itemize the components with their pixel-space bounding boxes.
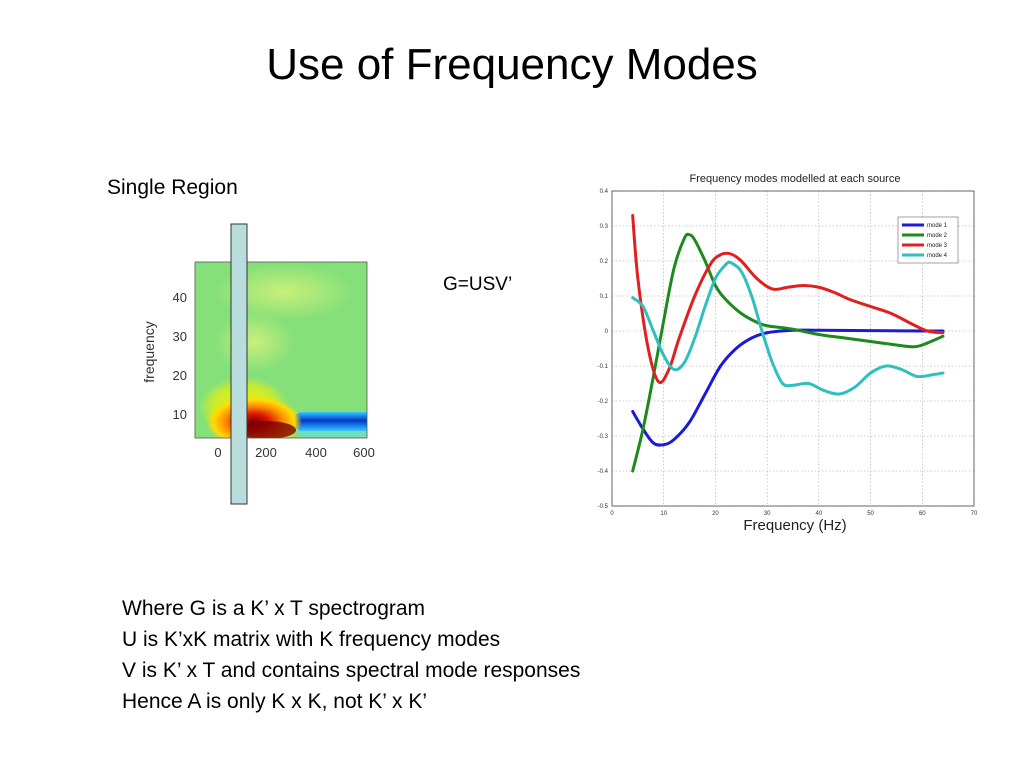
single-region-label: Single Region [107,176,238,199]
x-tick-label: 0 [610,511,614,517]
single-region-bar [230,223,248,505]
note-line: V is K’ x T and contains spectral mode r… [122,659,581,682]
legend-label: mode 1 [927,223,948,229]
spectrogram-figure: 40 30 20 10 0 200 400 600 frequency [134,222,384,507]
spectrogram-ytick: 10 [173,407,187,422]
series-line-mode-1 [631,328,945,447]
legend-label: mode 4 [927,253,948,259]
x-tick-label: 20 [712,511,719,517]
series-line-mode-4 [631,260,945,396]
chart-series [631,214,945,473]
y-tick-label: 0.4 [600,189,609,195]
note-line: U is K’xK matrix with K frequency modes [122,628,501,651]
notes-block: Where G is a K’ x T spectrogram U is K’x… [122,593,580,717]
chart-title: Frequency modes modelled at each source [690,173,901,185]
chart-y-ticks: 0.4 0.3 0.2 0.1 0 -0.1 -0.2 -0.3 -0.4 -0.5 [598,189,609,510]
spectrogram-frame [194,261,368,439]
y-tick-label: -0.5 [598,504,609,510]
spectrogram-ytick: 20 [173,368,187,383]
slide-title: Use of Frequency Modes [266,40,758,89]
svd-equation: G=USV’ [443,274,513,295]
y-tick-label: 0.1 [600,294,609,300]
spectrogram-xtick: 0 [214,445,221,460]
chart-legend: mode 1 mode 2 mode 3 mode 4 [897,216,959,264]
x-tick-label: 60 [919,511,926,517]
spectrogram-xtick: 400 [305,445,327,460]
y-tick-label: 0.2 [600,259,609,265]
y-tick-label: -0.3 [598,434,609,440]
spectrogram-ylabel: frequency [141,321,157,382]
spectrogram-image [195,262,367,438]
chart-x-ticks: 0 10 20 30 40 50 60 70 [610,511,978,517]
chart-plot-frame [611,190,975,507]
spectrogram-ytick: 40 [173,290,187,305]
legend-label: mode 3 [927,243,948,249]
y-tick-label: 0 [605,329,609,335]
x-tick-label: 50 [867,511,874,517]
spectrogram-ytick: 30 [173,329,187,344]
chart-xlabel: Frequency (Hz) [743,517,846,534]
note-line: Where G is a K’ x T spectrogram [122,597,426,620]
y-tick-label: 0.3 [600,224,609,230]
y-tick-label: -0.4 [598,469,609,475]
frequency-modes-chart: Frequency modes modelled at each source … [590,165,990,540]
x-tick-label: 70 [971,511,978,517]
spectrogram-xtick: 600 [353,445,375,460]
x-tick-label: 40 [816,511,823,517]
note-line: Hence A is only K x K, not K’ x K’ [122,690,428,713]
x-tick-label: 10 [660,511,667,517]
spectrogram-xtick: 200 [255,445,277,460]
x-tick-label: 30 [764,511,771,517]
series-line-mode-3 [631,214,945,385]
y-tick-label: -0.2 [598,399,609,405]
y-tick-label: -0.1 [598,364,609,370]
legend-label: mode 2 [927,233,948,239]
series-line-mode-2 [631,232,945,473]
